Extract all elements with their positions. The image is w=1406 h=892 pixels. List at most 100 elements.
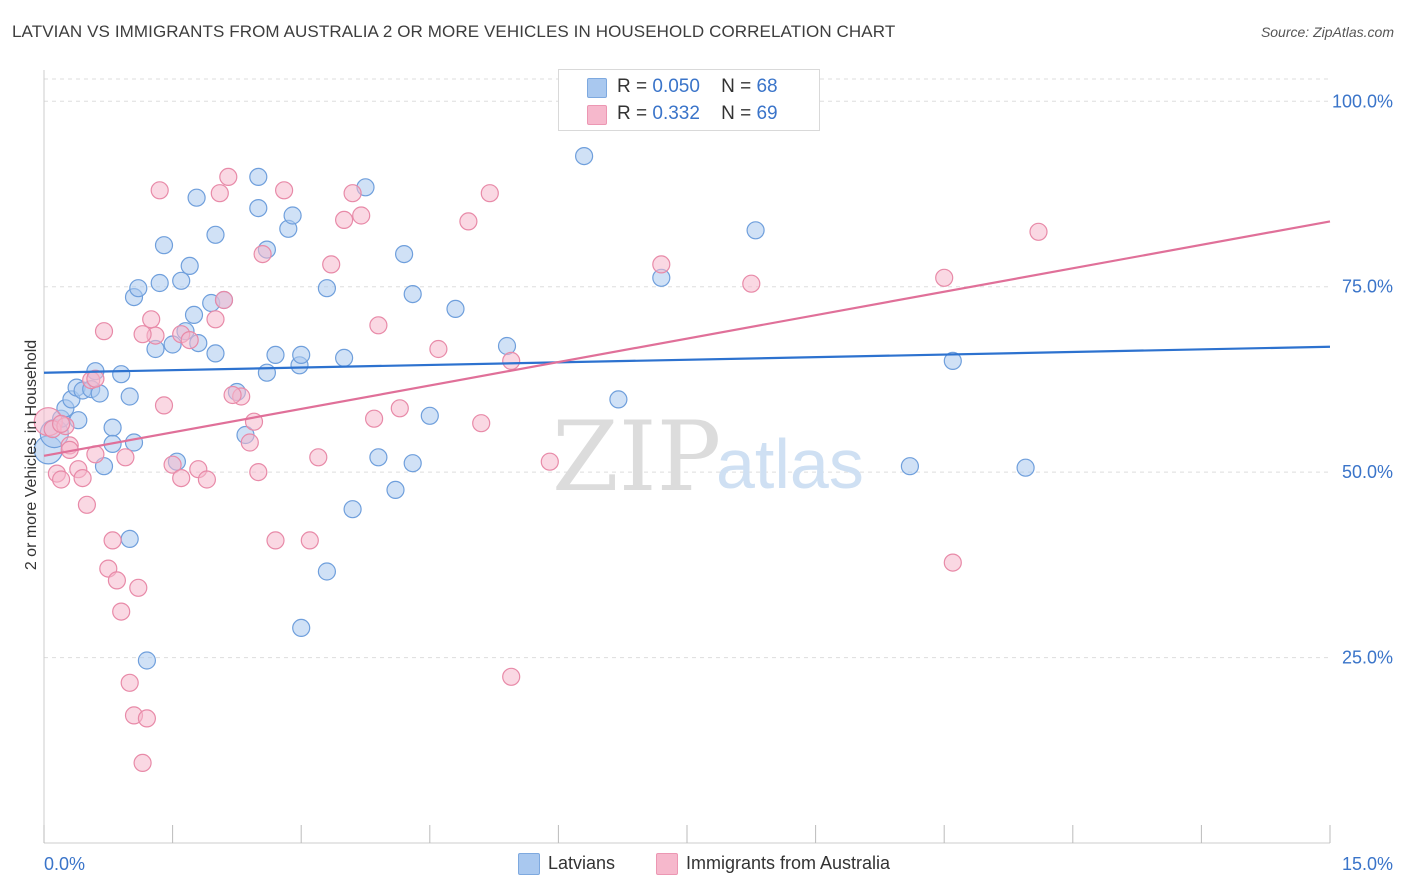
immigrants-point: [120, 673, 139, 692]
latvians-point: [180, 256, 199, 275]
y-tick-label: 100.0%: [1332, 91, 1393, 111]
watermark-zip: ZIP: [552, 401, 721, 513]
latvians-point: [124, 433, 144, 452]
latvians-swatch: [587, 78, 607, 98]
y-tick-label: 75.0%: [1342, 277, 1393, 297]
series-immigrants-points: [33, 167, 1048, 773]
immigrants-point: [472, 414, 491, 433]
immigrants-point: [652, 255, 671, 274]
latvians-point: [574, 147, 594, 166]
trend-lines: [43, 220, 1331, 457]
immigrants-point: [480, 184, 499, 203]
immigrants-point: [180, 331, 199, 350]
latvians-point: [1016, 458, 1035, 477]
chart-title: LATVIAN VS IMMIGRANTS FROM AUSTRALIA 2 O…: [12, 22, 896, 41]
immigrants-point: [107, 571, 127, 590]
immigrants-point: [73, 469, 92, 488]
y-tick-label: 50.0%: [1342, 462, 1393, 482]
immigrants-swatch: [587, 105, 607, 125]
latvians-point: [257, 363, 276, 382]
n-label: N =: [721, 103, 752, 124]
source-label: Source: ZipAtlas.com: [1260, 24, 1394, 40]
n-value-latvians: 68: [756, 76, 778, 97]
immigrants-point: [137, 709, 156, 728]
immigrants-point: [219, 167, 238, 186]
latvians-point: [386, 480, 405, 499]
immigrants-point: [94, 322, 114, 341]
immigrants-point: [253, 245, 272, 264]
latvians-point: [249, 167, 268, 186]
latvians-point: [746, 221, 765, 240]
n-value-immigrants: 69: [756, 103, 778, 124]
latvians-point: [120, 387, 139, 406]
r-value-latvians: 0.050: [652, 76, 700, 97]
immigrants-point: [103, 531, 122, 550]
immigrants-point: [163, 455, 182, 474]
latvians-point: [249, 199, 268, 218]
immigrants-point: [943, 553, 962, 572]
immigrants-point: [214, 290, 234, 310]
immigrants-point: [502, 351, 521, 370]
immigrants-point: [365, 409, 384, 428]
immigrants-point: [133, 753, 152, 773]
x-tick-label: 15.0%: [1342, 854, 1393, 874]
immigrants-point: [112, 602, 131, 621]
latvians-point: [283, 206, 302, 225]
latvians-point: [943, 351, 962, 370]
immigrants-point: [51, 470, 71, 489]
immigrants-point: [51, 414, 71, 433]
latvians-point: [403, 454, 422, 473]
r-label: R =: [617, 76, 648, 97]
series-latvians-points: [33, 147, 1035, 670]
immigrants-point: [300, 531, 319, 550]
trend-line-immigrants: [43, 220, 1331, 457]
n-label: N =: [721, 76, 752, 97]
latvians-point: [395, 245, 414, 264]
immigrants-point: [142, 310, 161, 329]
stats-legend: R = 0.050 N = 68 R = 0.332 N = 69: [558, 69, 820, 131]
latvians-point: [446, 299, 465, 318]
immigrants-point: [266, 531, 285, 550]
latvians-point: [497, 336, 517, 356]
r-value-immigrants: 0.332: [652, 103, 700, 124]
latvians-point: [317, 562, 336, 581]
latvians-point: [184, 305, 204, 324]
immigrants-point: [502, 667, 521, 686]
immigrants-point: [935, 268, 954, 287]
immigrants-point: [129, 578, 148, 597]
latvians-point: [129, 279, 148, 298]
latvians-point: [120, 529, 139, 549]
latvians-point: [317, 279, 336, 298]
latvians-point: [369, 448, 388, 467]
immigrants-point: [429, 339, 448, 359]
immigrants-point: [369, 316, 388, 335]
immigrants-point: [197, 470, 216, 489]
latvians-point: [420, 406, 439, 425]
immigrants-point: [249, 463, 268, 482]
immigrants-point: [210, 184, 229, 203]
immigrants-point: [352, 206, 371, 225]
latvians-point: [172, 271, 191, 290]
legend-swatch-latvians: [518, 853, 540, 875]
immigrants-point: [206, 310, 225, 329]
latvians-point: [150, 273, 169, 293]
latvians-point: [900, 457, 920, 476]
r-label: R =: [617, 103, 648, 124]
latvians-point: [343, 500, 362, 519]
legend-label-latvians: Latvians: [548, 853, 616, 873]
latvians-point: [206, 225, 225, 244]
immigrants-point: [223, 385, 242, 405]
immigrants-point: [154, 396, 174, 415]
immigrants-point: [1029, 222, 1048, 241]
latvians-point: [137, 651, 156, 670]
immigrants-point: [742, 274, 761, 293]
x-tick-labels: 0.0% 15.0%: [44, 854, 1393, 874]
immigrants-point: [240, 433, 259, 452]
latvians-point: [103, 418, 122, 437]
latvians-point: [206, 344, 225, 363]
latvians-point: [266, 345, 285, 364]
immigrants-point: [343, 184, 362, 203]
immigrants-point: [309, 448, 328, 467]
watermark: ZIP atlas: [552, 401, 864, 513]
